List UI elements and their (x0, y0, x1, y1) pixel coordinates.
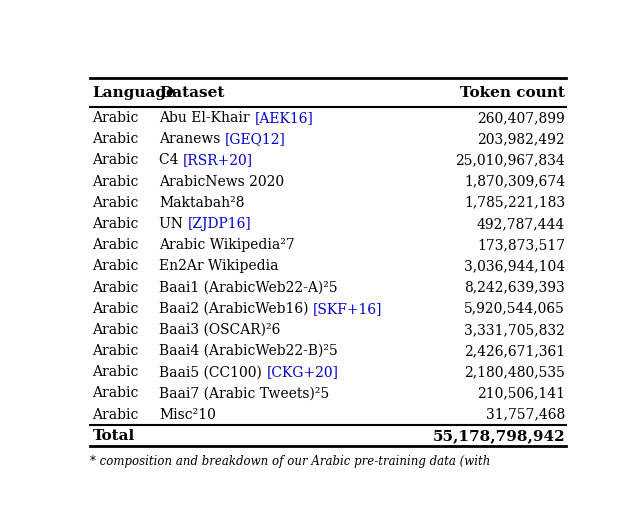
Text: Arabic: Arabic (92, 280, 139, 295)
Text: C4: C4 (159, 153, 183, 167)
Text: Aranews: Aranews (159, 132, 225, 146)
Text: 492,787,444: 492,787,444 (477, 217, 565, 231)
Text: UN: UN (159, 217, 188, 231)
Text: ArabicNews 2020: ArabicNews 2020 (159, 175, 285, 189)
Text: Arabic: Arabic (92, 365, 139, 379)
Text: [CKG+20]: [CKG+20] (267, 365, 339, 379)
Text: Baai3 (OSCAR)²6: Baai3 (OSCAR)²6 (159, 323, 281, 337)
Text: [ZJDP16]: [ZJDP16] (188, 217, 252, 231)
Text: Arabic Wikipedia²7: Arabic Wikipedia²7 (159, 238, 295, 252)
Text: * composition and breakdown of our Arabic pre-training data (with: * composition and breakdown of our Arabi… (90, 454, 490, 468)
Text: Baai4 (ArabicWeb22-B)²5: Baai4 (ArabicWeb22-B)²5 (159, 344, 338, 358)
Text: 2,180,480,535: 2,180,480,535 (464, 365, 565, 379)
Text: 3,331,705,832: 3,331,705,832 (464, 323, 565, 337)
Text: Arabic: Arabic (92, 175, 139, 189)
Text: Baai2 (ArabicWeb16): Baai2 (ArabicWeb16) (159, 302, 313, 316)
Text: 173,873,517: 173,873,517 (477, 238, 565, 252)
Text: [RSR+20]: [RSR+20] (183, 153, 253, 167)
Text: Arabic: Arabic (92, 302, 139, 316)
Text: Arabic: Arabic (92, 196, 139, 210)
Text: [AEK16]: [AEK16] (254, 111, 313, 125)
Text: Arabic: Arabic (92, 132, 139, 146)
Text: 3,036,944,104: 3,036,944,104 (464, 259, 565, 273)
Text: Arabic: Arabic (92, 259, 139, 273)
Text: 2,426,671,361: 2,426,671,361 (464, 344, 565, 358)
Text: Arabic: Arabic (92, 323, 139, 337)
Text: Arabic: Arabic (92, 111, 139, 125)
Text: Total: Total (92, 429, 134, 443)
Text: Abu El-Khair: Abu El-Khair (159, 111, 254, 125)
Text: 5,920,544,065: 5,920,544,065 (464, 302, 565, 316)
Text: Maktabah²8: Maktabah²8 (159, 196, 245, 210)
Text: 1,870,309,674: 1,870,309,674 (464, 175, 565, 189)
Text: [SKF+16]: [SKF+16] (313, 302, 383, 316)
Text: Arabic: Arabic (92, 344, 139, 358)
Text: 31,757,468: 31,757,468 (486, 408, 565, 422)
Text: Arabic: Arabic (92, 238, 139, 252)
Text: Arabic: Arabic (92, 408, 139, 422)
Text: 260,407,899: 260,407,899 (477, 111, 565, 125)
Text: Baai1 (ArabicWeb22-A)²5: Baai1 (ArabicWeb22-A)²5 (159, 280, 338, 295)
Text: 8,242,639,393: 8,242,639,393 (465, 280, 565, 295)
Text: 1,785,221,183: 1,785,221,183 (464, 196, 565, 210)
Text: Dataset: Dataset (159, 86, 225, 99)
Text: Misc²10: Misc²10 (159, 408, 216, 422)
Text: Arabic: Arabic (92, 153, 139, 167)
Text: Baai7 (Arabic Tweets)²5: Baai7 (Arabic Tweets)²5 (159, 386, 330, 400)
Text: Token count: Token count (460, 86, 565, 99)
Text: Baai5 (CC100): Baai5 (CC100) (159, 365, 267, 379)
Text: Arabic: Arabic (92, 386, 139, 400)
Text: Language: Language (92, 86, 176, 99)
Text: [GEQ12]: [GEQ12] (225, 132, 286, 146)
Text: 210,506,141: 210,506,141 (477, 386, 565, 400)
Text: 55,178,798,942: 55,178,798,942 (433, 429, 565, 443)
Text: En2Ar Wikipedia: En2Ar Wikipedia (159, 259, 279, 273)
Text: 203,982,492: 203,982,492 (477, 132, 565, 146)
Text: 25,010,967,834: 25,010,967,834 (455, 153, 565, 167)
Text: Arabic: Arabic (92, 217, 139, 231)
